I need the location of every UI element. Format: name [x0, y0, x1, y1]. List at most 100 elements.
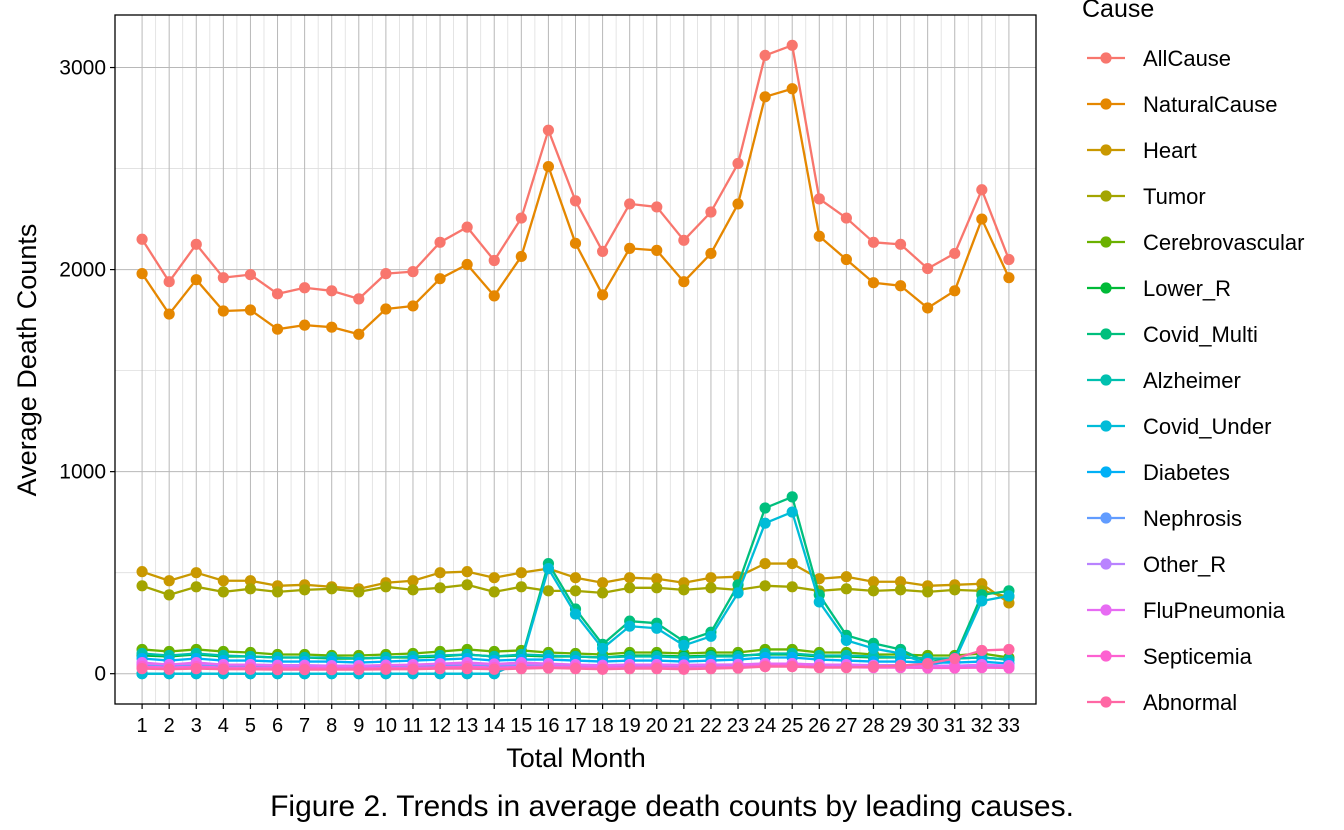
- data-point: [759, 502, 771, 514]
- y-tick-label: 3000: [59, 57, 106, 80]
- data-point: [976, 595, 988, 607]
- data-point: [705, 247, 717, 260]
- data-point: [678, 276, 690, 288]
- data-point: [569, 572, 582, 584]
- x-tick-label: 5: [245, 715, 256, 737]
- data-point: [163, 276, 175, 288]
- x-tick-label: 26: [808, 715, 830, 737]
- x-tick-label: 2: [164, 715, 175, 737]
- data-point: [786, 581, 798, 593]
- data-point: [840, 583, 852, 595]
- data-point: [1003, 272, 1015, 284]
- data-point: [136, 233, 148, 245]
- x-tick-label: 4: [218, 715, 229, 737]
- legend-key-point: [1100, 558, 1112, 570]
- data-point: [813, 193, 825, 205]
- data-point: [867, 236, 880, 248]
- data-point: [894, 238, 907, 250]
- data-point: [678, 584, 690, 596]
- data-point: [759, 580, 771, 592]
- legend-item: Alzheimer: [1087, 368, 1241, 393]
- legend-label: NaturalCause: [1143, 92, 1278, 117]
- x-tick-label: 11: [403, 715, 424, 737]
- data-point: [624, 620, 636, 632]
- data-point: [461, 579, 473, 591]
- data-point: [163, 575, 175, 587]
- data-point: [299, 282, 311, 294]
- data-point: [407, 663, 419, 675]
- series-lines: [136, 39, 1015, 680]
- legend-key-point: [1100, 144, 1112, 156]
- legend-key-point: [1100, 98, 1112, 110]
- data-point: [976, 184, 988, 196]
- data-point: [678, 234, 690, 246]
- data-point: [894, 647, 907, 660]
- x-tick-label: 8: [326, 715, 337, 737]
- data-point: [326, 583, 338, 595]
- data-point: [569, 195, 582, 207]
- data-point: [894, 584, 907, 596]
- data-point: [705, 663, 717, 675]
- data-point: [542, 124, 555, 136]
- data-point: [217, 575, 229, 587]
- legend-label: Heart: [1143, 138, 1197, 163]
- figure-caption: Figure 2. Trends in average death counts…: [270, 790, 1074, 823]
- data-point: [624, 572, 636, 584]
- data-point: [867, 585, 880, 597]
- data-point: [813, 596, 825, 608]
- legend-item: Heart: [1087, 138, 1197, 163]
- series-abnormal: [136, 643, 1015, 676]
- data-point: [949, 584, 961, 596]
- data-point: [299, 584, 311, 596]
- data-point: [434, 567, 446, 579]
- data-point: [867, 576, 880, 588]
- data-point: [732, 198, 744, 210]
- x-tick-label: 25: [781, 715, 803, 737]
- data-point: [217, 272, 229, 284]
- data-point: [624, 242, 636, 254]
- x-tick-label: 27: [835, 715, 857, 737]
- legend-label: Nephrosis: [1143, 506, 1242, 531]
- data-point: [136, 566, 148, 578]
- data-point: [840, 212, 852, 224]
- data-point: [786, 506, 798, 518]
- legend-label: AllCause: [1143, 46, 1231, 71]
- data-point: [461, 566, 473, 578]
- data-point: [651, 573, 663, 585]
- data-point: [596, 245, 609, 258]
- data-point: [434, 663, 446, 675]
- data-point: [434, 582, 446, 594]
- legend-label: Other_R: [1143, 552, 1226, 577]
- data-point: [596, 587, 609, 599]
- data-point: [976, 213, 988, 225]
- data-point: [569, 663, 582, 675]
- data-point: [163, 308, 175, 320]
- x-tick-label: 28: [862, 715, 884, 737]
- x-tick-label: 29: [889, 715, 911, 737]
- legend-key-point: [1100, 512, 1112, 524]
- data-point: [922, 262, 934, 275]
- x-tick-label: 24: [754, 715, 776, 737]
- data-point: [163, 589, 175, 601]
- x-tick-label: 16: [537, 715, 559, 737]
- data-point: [542, 662, 555, 674]
- x-tick-label: 13: [456, 715, 478, 737]
- data-point: [515, 212, 527, 224]
- series-naturalcause: [136, 83, 1015, 340]
- legend-label: Covid_Under: [1143, 414, 1271, 439]
- data-point: [1003, 253, 1015, 266]
- data-point: [488, 663, 500, 675]
- data-point: [949, 285, 961, 297]
- data-point: [867, 661, 880, 673]
- data-point: [515, 663, 527, 675]
- x-tick-label: 21: [673, 715, 695, 737]
- data-point: [326, 285, 338, 297]
- data-point: [732, 587, 744, 599]
- data-point: [488, 254, 500, 267]
- data-point: [217, 663, 229, 675]
- legend-key-point: [1100, 236, 1112, 248]
- data-point: [217, 586, 229, 598]
- data-point: [894, 576, 907, 588]
- data-point: [244, 269, 257, 281]
- data-point: [380, 581, 392, 593]
